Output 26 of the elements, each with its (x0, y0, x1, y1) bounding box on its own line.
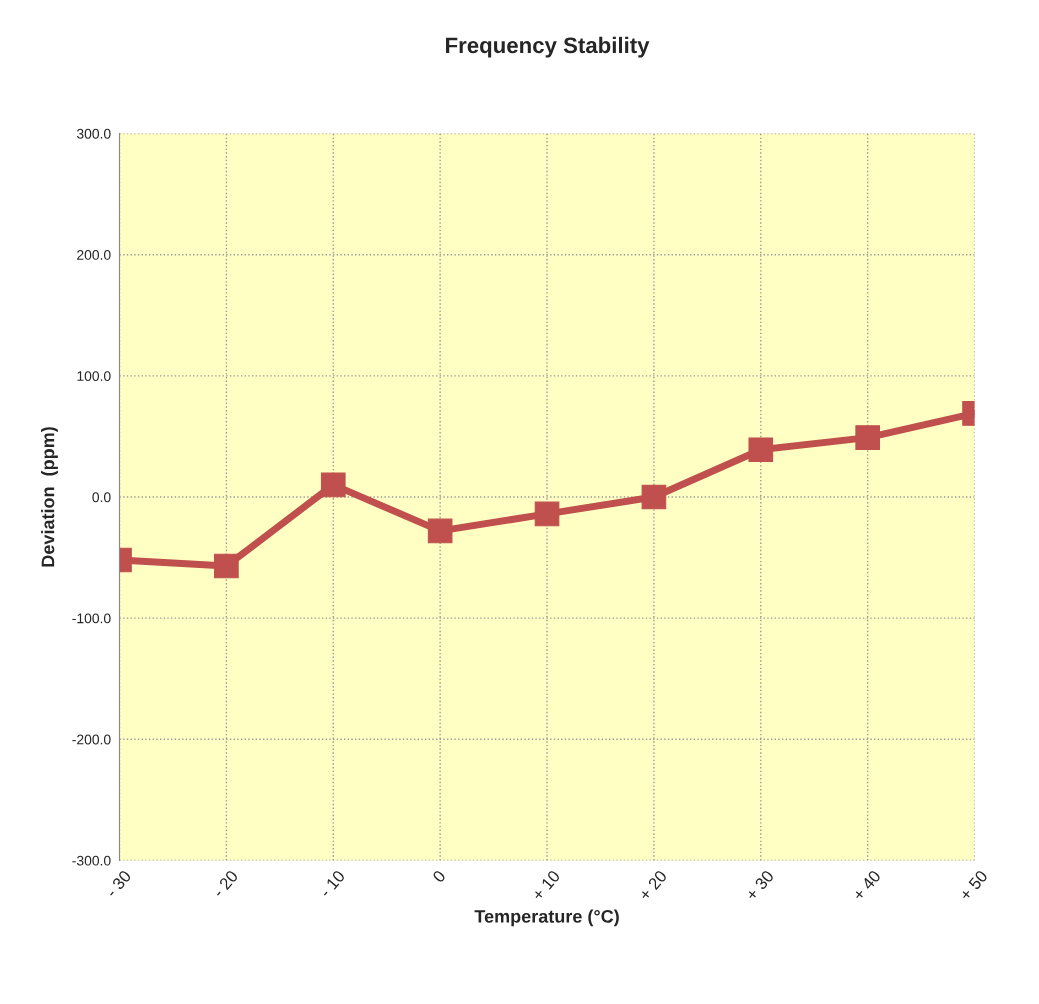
x-tick-label: + 10 (531, 869, 561, 902)
point (855, 425, 881, 450)
x-tick-label: - 10 (318, 869, 346, 899)
y-tick-label: 100.0 (77, 371, 111, 381)
y-tick-label: 300.0 (76, 128, 111, 139)
x-tick-label: - 30 (105, 869, 132, 899)
y-tick-label: -200.0 (72, 734, 111, 745)
y-tick-label: 0.0 (92, 492, 111, 503)
point (534, 501, 560, 527)
point (641, 484, 667, 510)
point (748, 437, 774, 463)
chart-title: Frequency Stability (446, 36, 650, 58)
y-axis-title: Deviation (ppm) (41, 427, 58, 567)
x-tick-label: + 20 (638, 869, 668, 902)
point (427, 518, 453, 544)
x-tick-label: + 30 (745, 869, 775, 902)
point (320, 472, 346, 498)
y-tick-label: -100.0 (72, 613, 111, 624)
y-tick-label: 200.0 (77, 250, 111, 260)
x-tick-label: + 50 (958, 869, 989, 902)
x-tick-label: - 20 (212, 869, 239, 899)
x-tick-label: 0 (431, 869, 447, 884)
x-axis-title: Temperature (°C) (474, 909, 619, 927)
point (214, 553, 239, 579)
x-tick-label: + 40 (852, 869, 882, 902)
y-tick-label: -300.0 (72, 855, 111, 866)
